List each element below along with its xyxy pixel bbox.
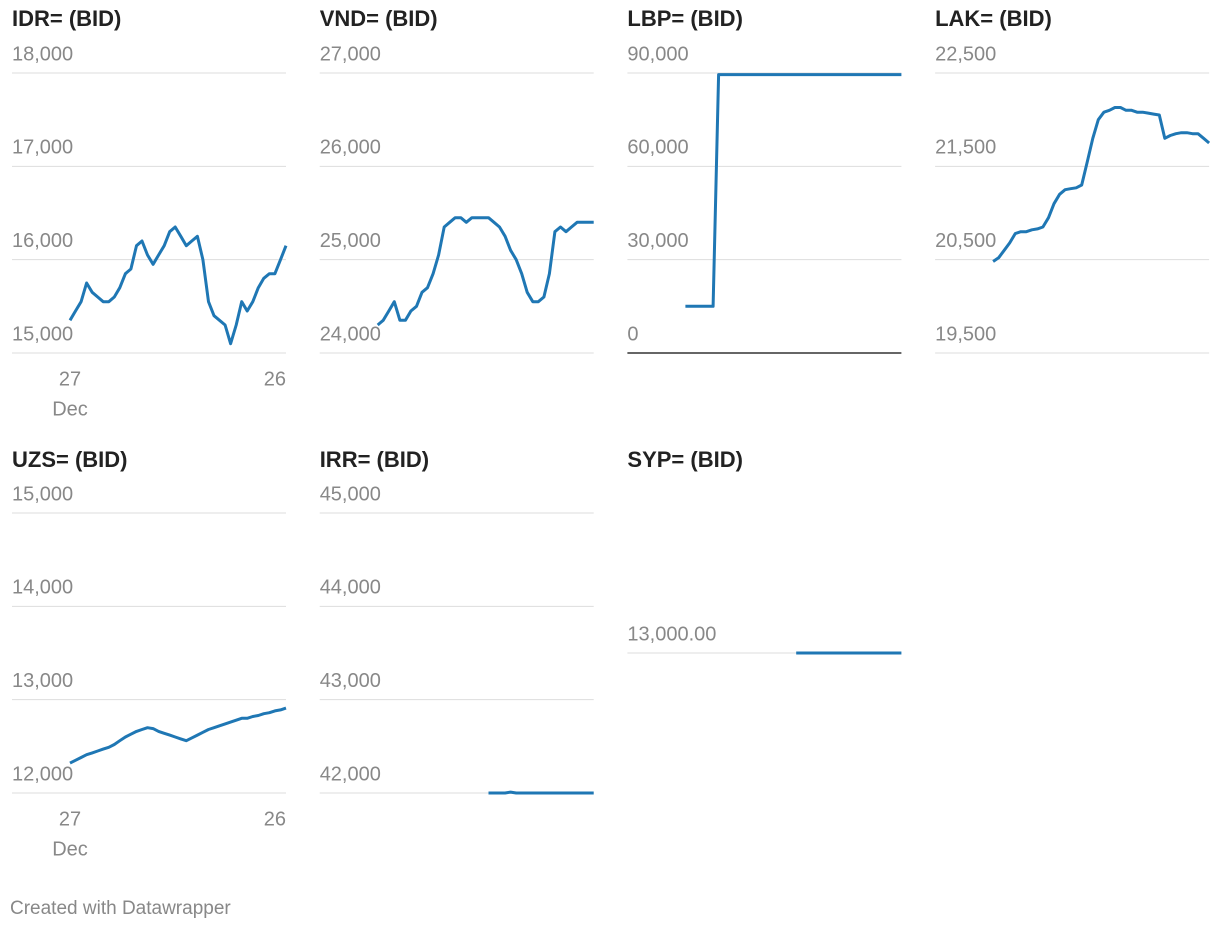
chart-title: IRR= (BID) — [320, 447, 429, 472]
y-tick-label: 13,000 — [12, 670, 73, 692]
data-line — [488, 790, 594, 795]
x-tick-sublabel: Dec — [52, 398, 88, 420]
y-tick-label: 60,000 — [627, 137, 688, 159]
y-tick-label: 18,000 — [12, 43, 73, 65]
footer: Created with Datawrapper — [10, 898, 231, 919]
y-tick-label: 13,000.00 — [627, 623, 716, 645]
y-tick-label: 12,000 — [12, 763, 73, 785]
chart-title: IDR= (BID) — [12, 6, 121, 31]
y-tick-label: 21,500 — [935, 137, 996, 159]
y-tick-label: 43,000 — [320, 670, 381, 692]
x-tick-label: 27 — [59, 808, 81, 830]
y-tick-label: 14,000 — [12, 577, 73, 599]
chart-title: LBP= (BID) — [627, 6, 743, 31]
data-line — [69, 706, 287, 765]
x-tick-label: 26 — [264, 368, 286, 390]
y-tick-label: 90,000 — [627, 43, 688, 65]
y-tick-label: 24,000 — [320, 323, 381, 345]
chart-title: SYP= (BID) — [627, 447, 743, 472]
y-tick-label: 15,000 — [12, 323, 73, 345]
x-tick-label: 27 — [59, 368, 81, 390]
chart-title: UZS= (BID) — [12, 447, 128, 472]
chart-title: LAK= (BID) — [935, 6, 1052, 31]
y-tick-label: 42,000 — [320, 763, 381, 785]
y-tick-label: 20,500 — [935, 230, 996, 252]
y-tick-label: 16,000 — [12, 230, 73, 252]
y-tick-label: 26,000 — [320, 137, 381, 159]
y-tick-label: 15,000 — [12, 483, 73, 505]
x-tick-label: 26 — [264, 808, 286, 830]
x-tick-sublabel: Dec — [52, 838, 88, 860]
y-tick-label: 30,000 — [627, 230, 688, 252]
data-line — [68, 225, 288, 346]
y-tick-label: 27,000 — [320, 43, 381, 65]
y-tick-label: 19,500 — [935, 323, 996, 345]
y-tick-label: 25,000 — [320, 230, 381, 252]
y-tick-label: 0 — [627, 323, 638, 345]
y-tick-label: 17,000 — [12, 137, 73, 159]
y-tick-label: 45,000 — [320, 483, 381, 505]
data-line — [685, 73, 902, 308]
y-tick-label: 44,000 — [320, 577, 381, 599]
data-line — [992, 106, 1211, 263]
y-tick-label: 22,500 — [935, 43, 996, 65]
data-line — [376, 216, 594, 327]
chart-title: VND= (BID) — [320, 6, 438, 31]
